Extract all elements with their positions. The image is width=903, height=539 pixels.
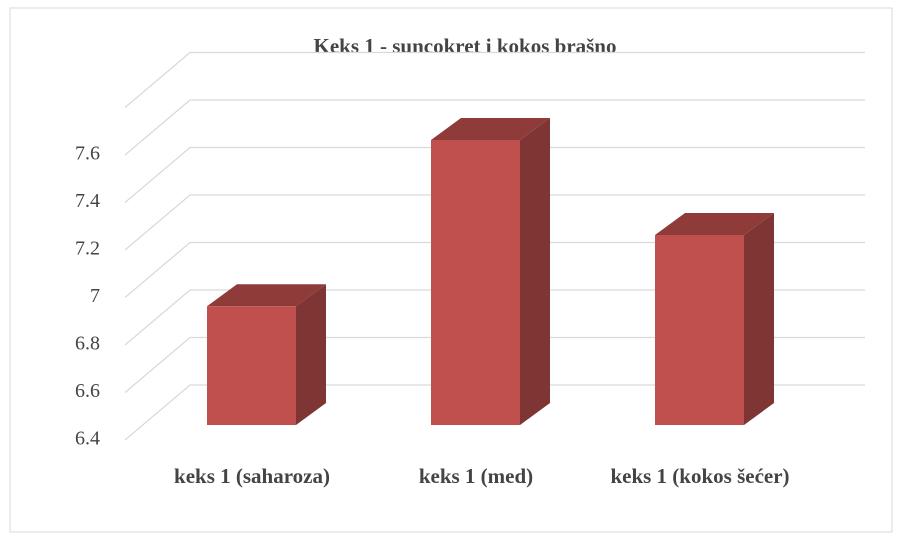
bar-side: [744, 213, 774, 425]
bar-top: [431, 118, 550, 140]
y-tick-label: 7.6: [75, 143, 100, 165]
bar: [655, 235, 744, 425]
bar-side: [296, 284, 326, 425]
bar-side: [520, 118, 550, 425]
grid-line: [124, 384, 865, 441]
bar: [431, 140, 520, 425]
y-tick-label: 7.4: [75, 190, 100, 212]
bar: [207, 306, 296, 425]
grid-line: [124, 146, 865, 203]
x-tick-label: keks 1 (med): [418, 464, 534, 488]
y-tick-label: 6.4: [75, 428, 100, 450]
grid-line: [124, 99, 865, 156]
y-tick-label: 6.6: [75, 380, 100, 402]
bar-top: [655, 213, 774, 235]
x-tick-label: keks 1 (kokos šećer): [610, 464, 790, 488]
bar-top: [207, 284, 326, 307]
grid-line: [124, 194, 865, 251]
chart-title: Keks 1 - suncokret i kokos brašno: [313, 34, 616, 58]
grid-line: [124, 51, 865, 108]
x-tick-label: keks 1 (saharoza): [174, 464, 330, 488]
y-tick-label: 7.2: [75, 238, 100, 260]
y-tick-label: 6.8: [75, 333, 100, 355]
grid-line: [124, 241, 865, 298]
grid-line: [124, 289, 865, 346]
grid-line: [124, 336, 865, 393]
y-tick-label: 7: [90, 285, 100, 307]
